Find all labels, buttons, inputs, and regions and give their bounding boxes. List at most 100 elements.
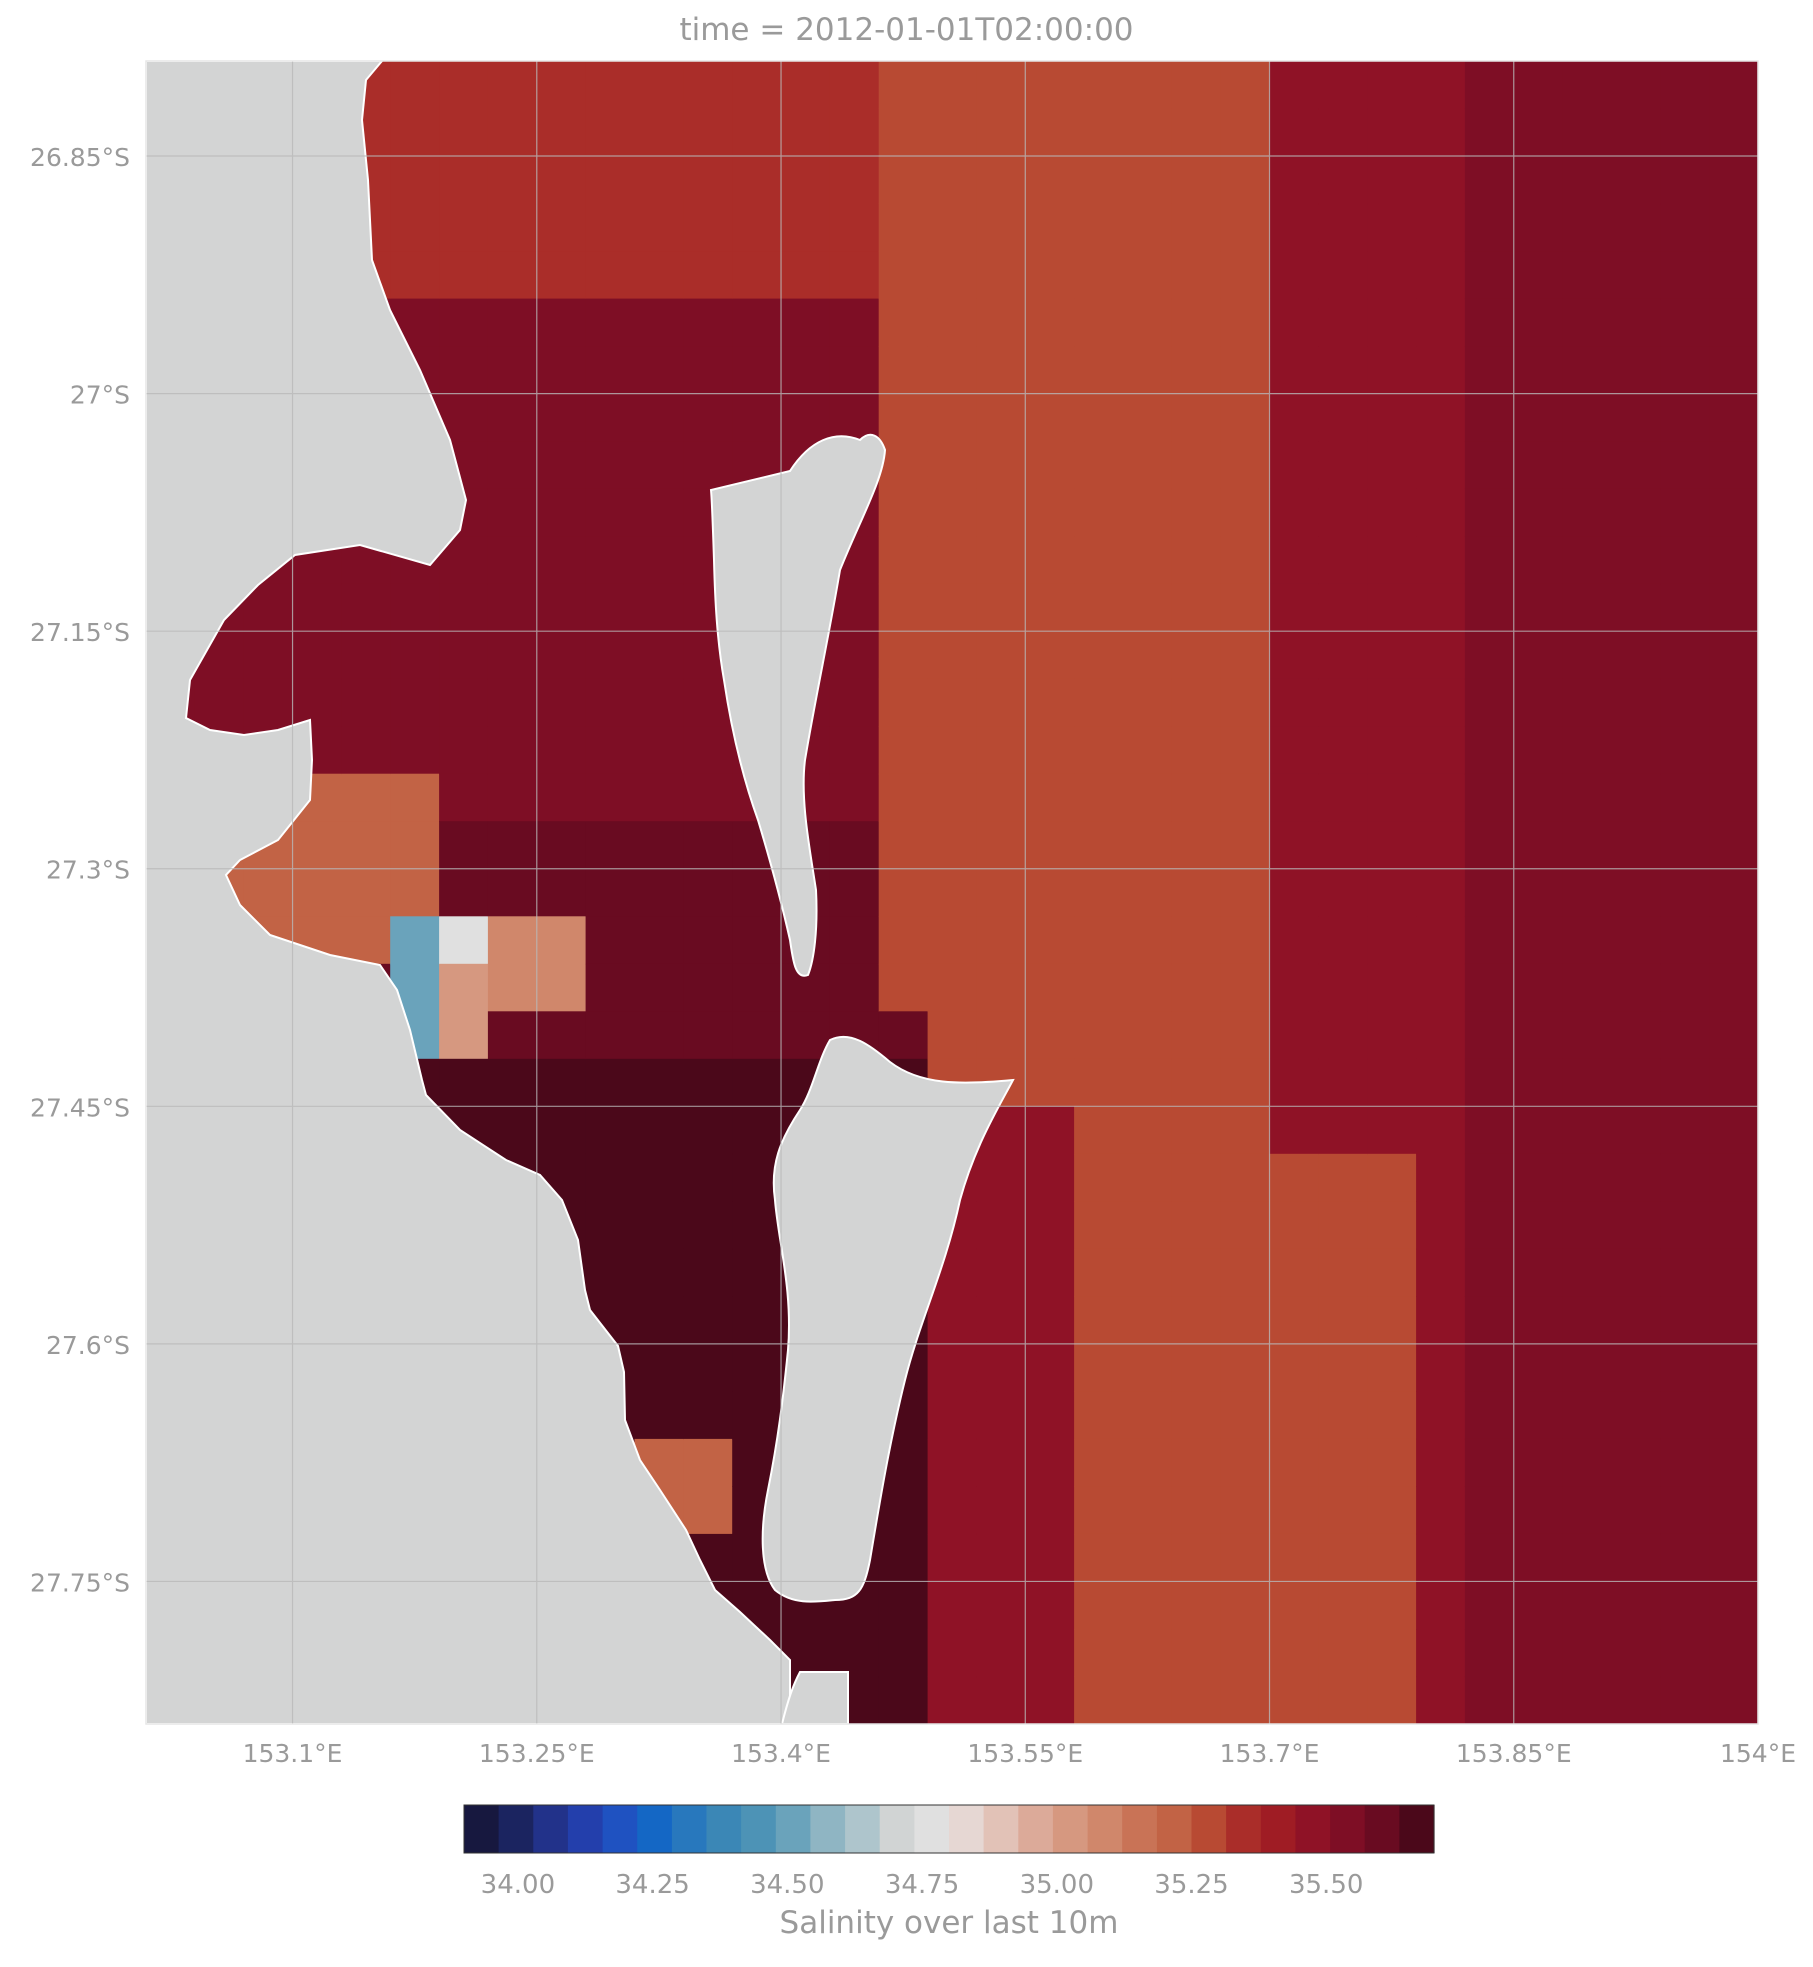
salinity-cell — [1220, 61, 1271, 110]
salinity-cell — [585, 488, 635, 537]
salinity-cell — [1562, 678, 1612, 727]
salinity-cell — [1171, 1058, 1222, 1107]
salinity-cell — [1709, 773, 1758, 822]
salinity-cell — [976, 441, 1026, 490]
salinity-cell — [1660, 821, 1710, 870]
salinity-cell — [878, 726, 929, 775]
salinity-cell — [1269, 1676, 1319, 1724]
salinity-cell — [1513, 251, 1564, 300]
salinity-cell — [829, 963, 880, 1012]
salinity-cell — [1367, 61, 1417, 110]
salinity-cell — [634, 963, 684, 1012]
salinity-cell — [1513, 1248, 1564, 1297]
salinity-cell — [487, 393, 538, 442]
salinity-cell — [390, 156, 440, 205]
salinity-cell — [829, 821, 880, 870]
salinity-cell — [1318, 1106, 1368, 1155]
salinity-cell — [1367, 1581, 1417, 1630]
salinity-cell — [1269, 631, 1319, 680]
salinity-cell — [634, 108, 684, 157]
salinity-cell — [1074, 1153, 1124, 1202]
mainland-land — [146, 61, 791, 1724]
salinity-cell — [1660, 393, 1710, 442]
salinity-cell — [1464, 868, 1515, 917]
salinity-cell — [1220, 1438, 1271, 1487]
salinity-cell — [1220, 631, 1271, 680]
salinity-cell — [439, 631, 489, 680]
salinity-cell — [878, 583, 929, 632]
salinity-cell — [1025, 773, 1075, 822]
salinity-cell — [976, 108, 1026, 157]
salinity-cell — [1123, 631, 1173, 680]
salinity-cell — [1562, 1391, 1612, 1440]
salinity-cell — [927, 156, 977, 205]
salinity-cell — [1220, 1153, 1271, 1202]
bribie-island-land — [709, 433, 887, 977]
salinity-cell — [1660, 678, 1710, 727]
salinity-cell — [585, 203, 635, 252]
salinity-cell — [1416, 631, 1466, 680]
salinity-cell — [1513, 726, 1564, 775]
salinity-cell — [390, 868, 440, 917]
salinity-cell — [1709, 441, 1758, 490]
salinity-cell — [1025, 346, 1075, 395]
salinity-cell — [927, 203, 977, 252]
salinity-cell — [1367, 1724, 1416, 1772]
salinity-cell — [634, 631, 684, 680]
salinity-cell — [1416, 773, 1466, 822]
map-gridlines — [146, 61, 1758, 1724]
salinity-cell — [1416, 1296, 1466, 1345]
salinity-cell — [1123, 726, 1173, 775]
salinity-cell — [1318, 108, 1368, 157]
salinity-cell — [1709, 1011, 1758, 1060]
salinity-cell — [1513, 583, 1564, 632]
salinity-cell — [1611, 583, 1661, 632]
salinity-cell — [1025, 1296, 1075, 1345]
salinity-cell — [1513, 1629, 1564, 1678]
salinity-cell — [1171, 441, 1222, 490]
salinity-cell — [390, 583, 440, 632]
salinity-cell — [976, 1011, 1026, 1060]
salinity-cell — [976, 536, 1026, 585]
salinity-cell — [1758, 1629, 1807, 1677]
salinity-cell — [634, 1296, 684, 1345]
salinity-cell — [1611, 1629, 1661, 1678]
salinity-cell — [1367, 393, 1417, 442]
salinity-cell — [732, 108, 782, 157]
salinity-cell — [1758, 109, 1807, 157]
salinity-cell — [1025, 1058, 1075, 1107]
salinity-cell — [683, 1153, 733, 1202]
salinity-cell — [1611, 1011, 1661, 1060]
salinity-cell — [829, 868, 880, 917]
salinity-cell — [1025, 916, 1075, 965]
salinity-cell — [585, 963, 635, 1012]
salinity-cell — [1318, 1581, 1368, 1630]
salinity-cell — [1758, 964, 1807, 1012]
salinity-cell — [1220, 203, 1271, 252]
salinity-cell — [878, 916, 929, 965]
salinity-cell — [976, 678, 1026, 727]
salinity-cell — [146, 1724, 195, 1772]
salinity-cell — [1269, 1011, 1319, 1060]
salinity-cell — [1513, 61, 1564, 110]
salinity-cell — [1025, 1391, 1075, 1440]
salinity-cell — [878, 1629, 929, 1678]
salinity-cell — [976, 488, 1026, 537]
salinity-cell — [1220, 346, 1271, 395]
salinity-cell — [439, 963, 489, 1012]
salinity-cell — [1758, 1391, 1807, 1439]
salinity-cell — [536, 1106, 587, 1155]
salinity-cell — [536, 251, 587, 300]
salinity-cell — [1025, 1581, 1075, 1630]
salinity-cell — [585, 1058, 635, 1107]
salinity-cell — [1660, 1629, 1710, 1678]
colorbar-swatch — [1260, 1805, 1296, 1853]
salinity-cell — [341, 726, 391, 775]
salinity-cell — [976, 1296, 1026, 1345]
salinity-cell — [927, 916, 977, 965]
salinity-cell — [1220, 536, 1271, 585]
salinity-cell — [1660, 1343, 1710, 1392]
salinity-cell — [1660, 108, 1710, 157]
salinity-cell — [1660, 536, 1710, 585]
salinity-cell — [1709, 868, 1758, 917]
